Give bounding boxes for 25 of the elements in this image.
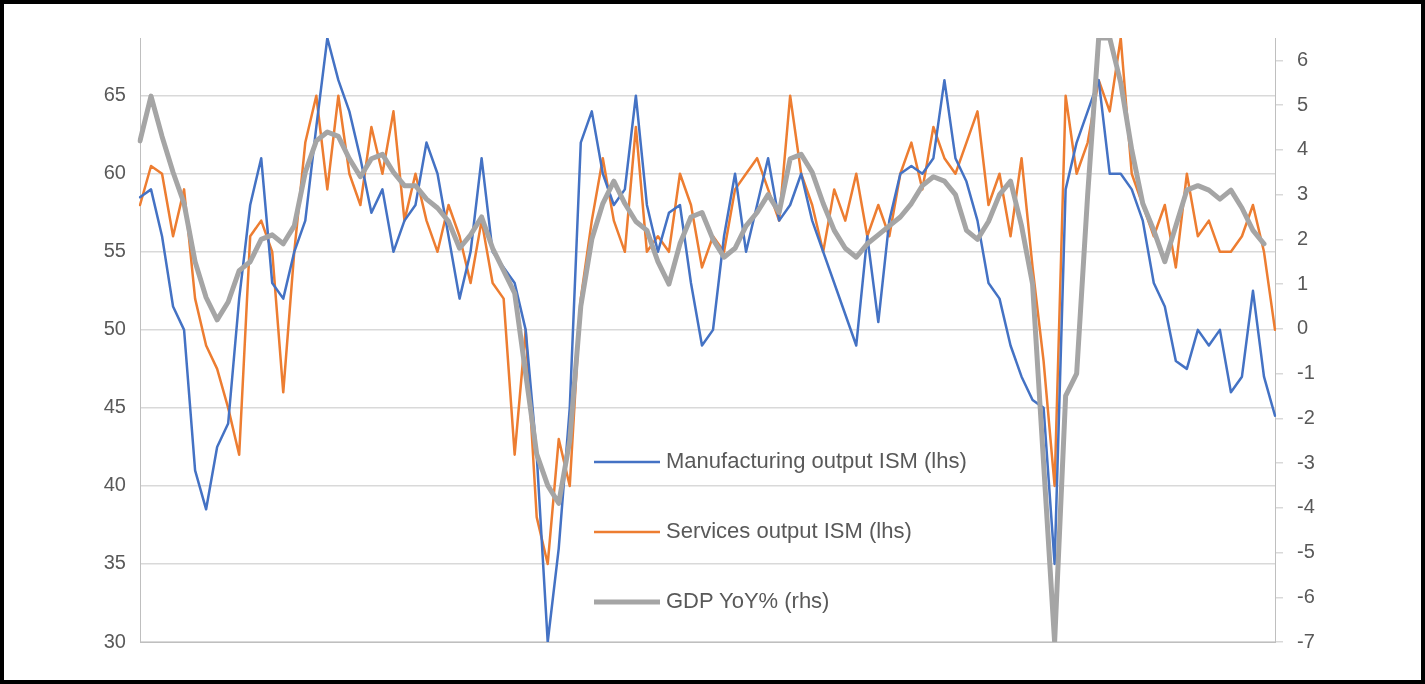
- y2-tick-label: -1: [1297, 361, 1315, 384]
- y2-tick-label: 6: [1297, 47, 1309, 70]
- y2-tick-label: -6: [1297, 584, 1315, 607]
- y2-tick-label: 2: [1297, 226, 1309, 249]
- y-tick-label: 55: [103, 239, 126, 262]
- y-tick-label: 30: [103, 629, 126, 652]
- y2-tick-label: 4: [1297, 137, 1309, 160]
- legend-label: GDP YoY% (rhs): [666, 588, 830, 614]
- y2-tick-label: 5: [1297, 92, 1309, 115]
- y2-tick-label: -4: [1297, 495, 1315, 518]
- y2-tick-label: 1: [1297, 271, 1309, 294]
- y-tick-label: 50: [103, 317, 126, 340]
- y-tick-label: 35: [103, 551, 126, 574]
- y-tick-label: 60: [103, 161, 126, 184]
- y2-tick-label: -2: [1297, 405, 1315, 428]
- y2-tick-label: 0: [1297, 316, 1309, 339]
- y-tick-label: 65: [103, 83, 126, 106]
- y2-tick-label: -3: [1297, 450, 1315, 473]
- y2-tick-label: -7: [1297, 629, 1315, 652]
- y-tick-label: 45: [103, 395, 126, 418]
- legend-label: Services output ISM (lhs): [666, 518, 912, 544]
- y2-tick-label: -5: [1297, 540, 1315, 563]
- y-tick-label: 40: [103, 473, 126, 496]
- y2-tick-label: 3: [1297, 182, 1309, 205]
- legend-label: Manufacturing output ISM (lhs): [666, 448, 967, 474]
